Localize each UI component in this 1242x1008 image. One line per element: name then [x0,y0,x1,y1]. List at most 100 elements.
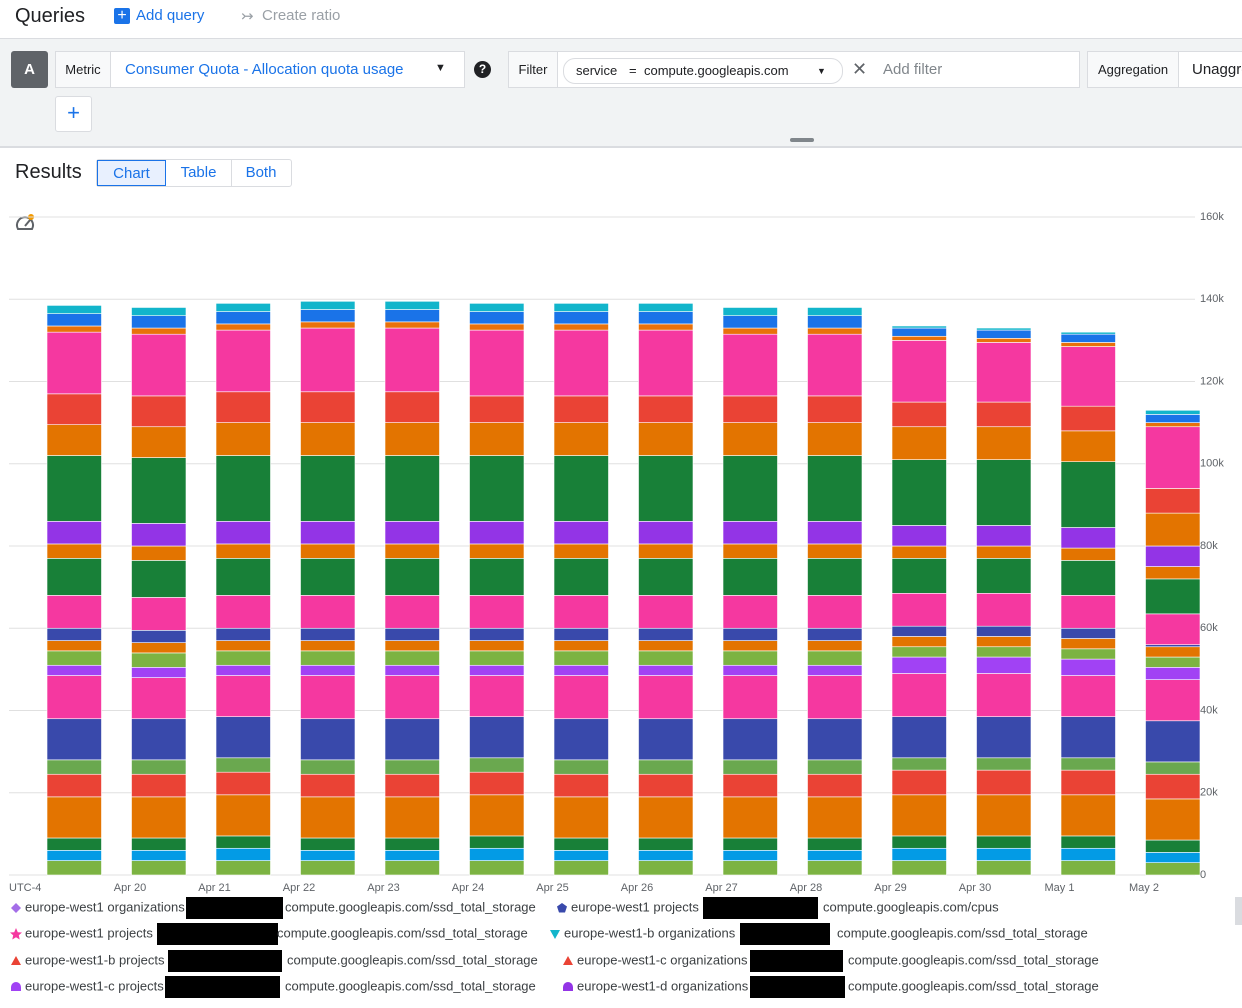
bar-segment [976,646,1032,658]
bar-segment [46,675,102,720]
bar-segment [891,835,947,849]
bar-segment [384,796,440,839]
tab-table[interactable]: Table [166,160,232,186]
bar-segment [215,716,271,759]
add-filter[interactable]: Add filter [883,61,943,78]
bar-segment [1060,595,1116,629]
bar-segment [1060,658,1116,676]
bar-segment [553,640,609,652]
y-tick-label: 20k [1200,787,1218,799]
legend-name: europe-west1-c organizations [577,952,748,967]
metric-box[interactable]: Metric Consumer Quota - Allocation quota… [55,51,465,88]
bar-segment [1145,545,1201,567]
bar-segment [638,455,694,522]
bar-segment [553,595,609,629]
bar-segment [469,794,525,837]
bar-segment [638,521,694,545]
bar-segment [215,675,271,717]
add-query[interactable]: Add query [136,7,205,24]
create-ratio[interactable]: Create ratio [262,7,341,24]
bar-segment [976,835,1032,849]
bar-segment [722,850,778,861]
bar-segment [384,640,440,652]
legend-marker [563,956,573,965]
bar-segment [1145,773,1201,800]
bar-segment [46,773,102,798]
bar-segment [976,329,1032,339]
add-button[interactable]: + [55,96,92,132]
bar-segment [807,773,863,798]
filter-chip[interactable]: service = compute.googleapis.com ▼ [563,58,843,84]
tab-both[interactable]: Both [245,164,277,181]
aggregation-value: Unaggregated [1192,61,1242,78]
aggregation-box[interactable]: Aggregation Unaggregated [1087,51,1242,88]
bar-segment [1145,566,1201,580]
bar-segment [1060,638,1116,650]
redaction [168,950,282,972]
legend-name: europe-west1 organizations [25,899,185,914]
x-tick-label: Apr 22 [283,882,315,894]
bar-segment [300,796,356,839]
bar-segment [976,338,1032,343]
bar-segment [1145,578,1201,615]
bar-segment [300,675,356,720]
x-tick-label: Apr 30 [959,882,991,894]
bar-segment [1060,461,1116,528]
filter-op: = [629,63,637,78]
resize-handle[interactable] [790,138,814,142]
legend-name: europe-west1 projects [25,925,153,940]
bar-segment [638,543,694,559]
bar-segment [1060,675,1116,717]
bar-segment [215,521,271,545]
y-tick-label: 100k [1200,458,1224,470]
legend-metric: compute.googleapis.com/ssd_total_storage [285,899,536,914]
bar-segment [722,558,778,596]
bar-segment [1145,422,1201,428]
bar-segment [300,301,356,310]
bar-segment [131,395,187,428]
bar-segment [722,543,778,559]
bar-segment [1060,333,1116,343]
bar-segment [807,595,863,629]
y-tick-label: 160k [1200,211,1224,223]
bar-segment [976,545,1032,559]
x-tick-label: UTC-4 [9,882,41,894]
scrollbar[interactable] [1235,897,1242,925]
bar-segment [215,860,271,876]
bar-segment [469,323,525,331]
bar-segment [1145,667,1201,680]
bar-segment [300,391,356,423]
tab-chart[interactable]: Chart [97,160,166,186]
bar-segment [553,627,609,641]
bar-segment [131,652,187,668]
bar-segment [638,796,694,839]
bar-segment [722,718,778,761]
bar-segment [1145,426,1201,489]
bar-segment [722,327,778,335]
bar-segment [46,313,102,327]
help-icon[interactable]: ? [474,61,491,78]
bar-segment [1060,860,1116,876]
bar-segment [807,837,863,851]
bar-segment [215,640,271,652]
bar-segment [976,636,1032,648]
bar-segment [976,459,1032,526]
clear-filter[interactable]: ✕ [852,59,868,79]
bar-segment [807,796,863,839]
bar-segment [891,327,947,337]
bar-segment [215,391,271,423]
metric-value[interactable]: Consumer Quota - Allocation quota usage [125,61,404,78]
bar-segment [807,307,863,317]
bar-segment [891,558,947,594]
bar-segment [384,391,440,423]
legend-marker [11,956,21,965]
bar-segment [891,673,947,717]
aggregation-label: Aggregation [1088,52,1179,87]
x-tick-label: Apr 23 [367,882,399,894]
bar-segment [300,718,356,761]
bar-segment [1060,716,1116,759]
bar-segment [1145,512,1201,547]
bar-segment [46,595,102,629]
bar-segment [46,640,102,652]
bar-segment [807,627,863,641]
